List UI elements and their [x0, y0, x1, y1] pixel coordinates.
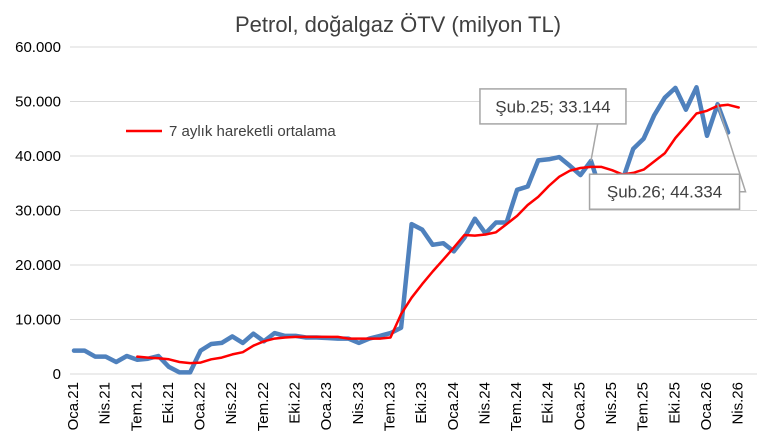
callout: Şub.25; 33.144 [479, 88, 627, 162]
legend-label-moving-average: 7 aylık hareketli ortalama [169, 123, 336, 140]
callout: Şub.26; 44.334 [588, 103, 747, 210]
x-tick-label: Tem.22 [255, 382, 272, 431]
callouts: Şub.25; 33.144 Şub.26; 44.334 [479, 88, 747, 210]
y-tick-label: 50.000 [15, 94, 61, 111]
x-tick-label: Nis.25 [603, 382, 620, 425]
x-tick-label: Tem.24 [508, 382, 525, 431]
x-tick-label: Eki.25 [666, 382, 683, 424]
x-tick-label: Eki.24 [540, 382, 557, 424]
callout-box [588, 173, 741, 210]
x-tick-label: Eki.22 [287, 382, 304, 424]
grid [70, 46, 757, 375]
x-tick-label: Eki.21 [160, 382, 177, 424]
y-tick-label: 40.000 [15, 148, 61, 165]
callout-label: Şub.26; 44.334 [607, 183, 722, 202]
x-tick-label: Oca.22 [192, 382, 209, 430]
legend: 7 aylık hareketli ortalama [126, 123, 336, 140]
chart-title: Petrol, doğalgaz ÖTV (milyon TL) [235, 12, 561, 37]
y-tick-label: 60.000 [15, 39, 61, 56]
y-tick-label: 30.000 [15, 203, 61, 220]
x-tick-label: Nis.21 [97, 382, 114, 425]
x-tick-label: Nis.24 [476, 382, 493, 425]
x-axis-ticks: Oca.21 Nis.21 Tem.21 Eki.21 Oca.22 Nis.22 Tem.… [65, 382, 747, 431]
x-tick-label: Oca.25 [571, 382, 588, 430]
callout-leader [716, 103, 747, 193]
x-tick-label: Nis.23 [350, 382, 367, 425]
x-tick-label: Oca.24 [445, 382, 462, 430]
x-tick-label: Nis.22 [223, 382, 240, 425]
callout-label: Şub.25; 33.144 [495, 97, 610, 116]
x-tick-label: Nis.26 [730, 382, 747, 425]
x-tick-label: Oca.23 [318, 382, 335, 430]
y-tick-label: 10.000 [15, 312, 61, 329]
x-tick-label: Tem.23 [381, 382, 398, 431]
series-line-moving-average [136, 103, 740, 365]
x-tick-label: Tem.25 [635, 382, 652, 431]
y-tick-label: 0 [53, 366, 61, 383]
callout-box [479, 88, 627, 125]
y-tick-label: 20.000 [15, 257, 61, 274]
x-tick-label: Eki.23 [413, 382, 430, 424]
y-axis-ticks: 0 10.000 20.000 30.000 40.000 50.000 60.000 [15, 39, 61, 383]
x-tick-label: Oca.21 [65, 382, 82, 430]
x-tick-label: Tem.21 [128, 382, 145, 431]
x-tick-label: Oca.26 [698, 382, 715, 430]
